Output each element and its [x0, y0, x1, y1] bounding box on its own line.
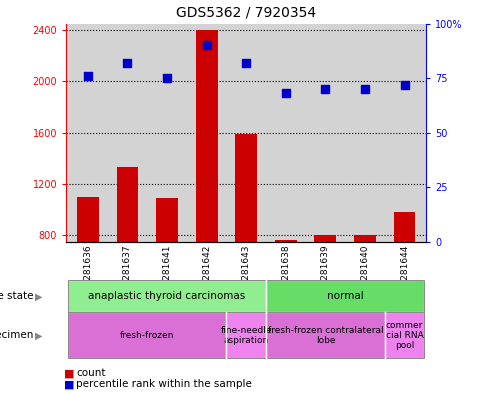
Point	[282, 90, 290, 97]
Point	[203, 42, 211, 48]
Point	[242, 60, 250, 66]
Bar	[354, 235, 376, 242]
Bar	[196, 30, 218, 242]
Bar	[117, 167, 138, 242]
Text: count: count	[76, 368, 105, 378]
Bar	[315, 235, 336, 242]
Text: percentile rank within the sample: percentile rank within the sample	[76, 379, 252, 389]
Bar	[77, 197, 99, 242]
Text: normal: normal	[327, 291, 364, 301]
Bar	[235, 134, 257, 242]
Text: ■: ■	[64, 368, 74, 378]
Point	[84, 73, 92, 79]
Text: fine-needle
aspiration: fine-needle aspiration	[220, 326, 272, 345]
Point	[123, 60, 131, 66]
Point	[321, 86, 329, 92]
Point	[401, 81, 409, 88]
Bar	[393, 212, 416, 242]
Text: commer
cial RNA
pool: commer cial RNA pool	[386, 321, 423, 350]
Text: ▶: ▶	[35, 291, 42, 301]
Text: anaplastic thyroid carcinomas: anaplastic thyroid carcinomas	[89, 291, 245, 301]
Text: disease state: disease state	[0, 291, 33, 301]
Title: GDS5362 / 7920354: GDS5362 / 7920354	[176, 6, 316, 20]
Point	[361, 86, 369, 92]
Text: ■: ■	[64, 379, 74, 389]
Text: fresh-frozen: fresh-frozen	[120, 331, 174, 340]
Point	[163, 75, 171, 81]
Bar	[156, 198, 178, 242]
Text: specimen: specimen	[0, 331, 33, 340]
Bar	[275, 241, 296, 242]
Text: fresh-frozen contralateral
lobe: fresh-frozen contralateral lobe	[268, 326, 383, 345]
Text: ▶: ▶	[35, 331, 42, 340]
